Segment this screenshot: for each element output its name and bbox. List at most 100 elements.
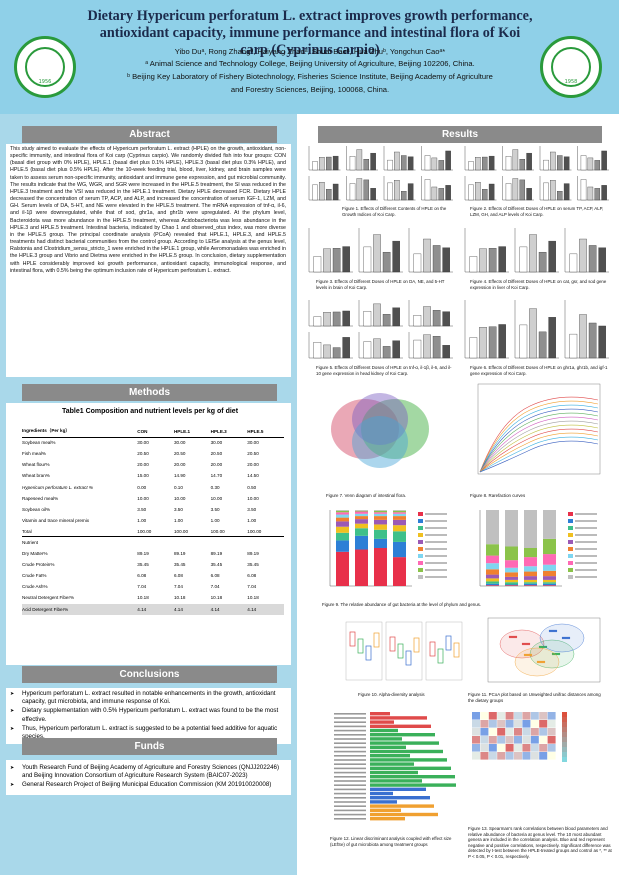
legend-swatch [418, 540, 423, 544]
table-cell: 7.04 [210, 584, 220, 590]
pcoa-point [544, 645, 548, 649]
bar [519, 179, 526, 201]
bar [479, 248, 487, 273]
bar [598, 325, 606, 359]
table-cell: 89.19 [137, 551, 149, 557]
figure-5-caption: Figure 5. Effects of Different Doses of … [316, 365, 452, 376]
bar [587, 157, 594, 171]
stacked-segment [336, 526, 349, 533]
bar [394, 151, 400, 171]
stacked-segment [336, 532, 349, 541]
heatmap-cell [505, 744, 514, 752]
table-cell: 35.45 [173, 562, 186, 568]
heatmap-cell [547, 712, 556, 720]
table-row-label: Ingredients（Per kg） [22, 426, 138, 438]
legend-text-line [575, 562, 597, 564]
figure-9-caption: Figure 9. The relative abundance of gut … [322, 602, 482, 607]
color-scale-step [562, 717, 567, 722]
stacked-segment [543, 585, 556, 586]
table-cell: 14.70 [210, 473, 223, 479]
rarefaction-curves [477, 383, 601, 475]
heatmap-cell [547, 752, 556, 760]
stacked-segment [393, 531, 406, 542]
heatmap-cell [480, 752, 489, 760]
bar [488, 183, 495, 201]
legend-swatch [418, 561, 423, 565]
stacked-segment [524, 585, 537, 586]
table-row: Rapeseed meal% 10.00 10.00 10.00 10.00 [22, 493, 284, 504]
table-cell: 0.00 [137, 484, 147, 490]
legend-swatch [568, 554, 573, 558]
bar [431, 186, 438, 201]
table-cell: 0.30 [210, 484, 220, 490]
lda-bar [370, 712, 390, 716]
bar [475, 157, 481, 171]
bar [498, 246, 506, 273]
funds-heading: Funds [22, 738, 277, 755]
table-cell: 7.04 [137, 584, 147, 590]
table-row: Fish meal% 20.50 20.50 20.50 20.50 [22, 448, 284, 459]
legend-swatch [418, 575, 423, 579]
heatmap-cell [488, 728, 497, 736]
table-row-label: Rapeseed meal% [22, 495, 59, 501]
bar [413, 315, 422, 327]
bar [526, 188, 532, 201]
lefse-bar-chart [334, 712, 459, 821]
bar [382, 314, 391, 327]
bar [370, 152, 376, 171]
table-cell: 1.00 [247, 517, 257, 523]
bar [363, 246, 372, 273]
academy-logo-right: 1958 [540, 36, 602, 98]
bar [488, 248, 497, 273]
rarefaction-curve [479, 428, 599, 473]
bar [543, 182, 549, 201]
heatmap-cell [505, 736, 514, 744]
stacked-segment [393, 513, 406, 517]
heatmap-cell [530, 752, 539, 760]
taxon-label-line [334, 721, 366, 723]
heatmap-cell [530, 728, 539, 736]
figure-11-caption: Figure 11. PCoA plot based on Unweighted… [468, 692, 601, 703]
table-title: Table1 Composition and nutrient levels p… [61, 408, 239, 415]
heatmap-cell [497, 728, 506, 736]
bar [438, 188, 445, 201]
figure-4-bar-chart [464, 228, 609, 273]
stacked-segment [524, 582, 537, 584]
taxon-label-line [334, 759, 366, 761]
stacked-segment [374, 538, 387, 548]
heatmap-cell [514, 728, 522, 736]
heatmap-cell [522, 712, 531, 720]
bar [550, 151, 556, 171]
stacked-segment [505, 572, 518, 577]
lda-bar [370, 766, 451, 770]
table-cell: 0.50 [247, 484, 257, 490]
pcoa-point [542, 660, 546, 664]
bar [445, 185, 451, 201]
bar [312, 161, 318, 171]
bar [382, 251, 391, 273]
stacked-segment [543, 570, 556, 577]
stacked-segment [505, 567, 518, 573]
table-cell: 4.14 [137, 603, 174, 615]
bar [580, 179, 587, 201]
table-row: Wheat bran% 15.00 14.90 14.70 14.50 [22, 470, 284, 481]
results-heading: Results [318, 126, 602, 143]
color-scale-step [562, 752, 567, 757]
stacked-segment [355, 523, 368, 529]
heatmap-cell [539, 720, 548, 728]
heatmap-cell [497, 736, 506, 744]
figure-10-caption: Figure 10. Alpha-diversity analysis [358, 692, 425, 697]
table-cell: 6.08 [173, 573, 183, 579]
venn-set-4 [352, 416, 408, 468]
figure-12-caption: Figure 12. Linear discriminant analysis … [330, 836, 452, 847]
stacked-segment [393, 557, 406, 586]
figure-10-alpha [342, 618, 464, 686]
table-cell: 6.08 [210, 573, 220, 579]
taxon-label-line [334, 742, 366, 744]
bar [342, 246, 350, 273]
stacked-segment [355, 519, 368, 524]
table-cell: 30.00 [247, 440, 259, 446]
legend-swatch [418, 533, 423, 537]
spearman-heatmap [472, 712, 567, 762]
taxon-label-line [334, 780, 366, 782]
